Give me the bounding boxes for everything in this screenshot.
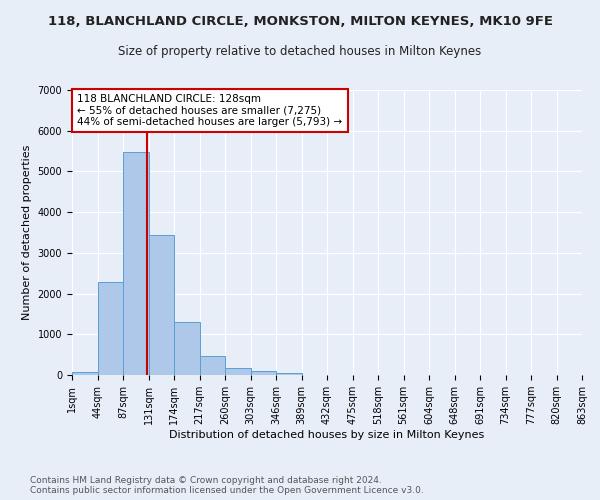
Text: 118, BLANCHLAND CIRCLE, MONKSTON, MILTON KEYNES, MK10 9FE: 118, BLANCHLAND CIRCLE, MONKSTON, MILTON… <box>47 15 553 28</box>
Bar <box>72 372 97 375</box>
Bar <box>199 356 225 375</box>
Y-axis label: Number of detached properties: Number of detached properties <box>22 145 32 320</box>
Bar <box>97 282 123 375</box>
X-axis label: Distribution of detached houses by size in Milton Keynes: Distribution of detached houses by size … <box>169 430 485 440</box>
Bar <box>225 368 251 375</box>
Text: 118 BLANCHLAND CIRCLE: 128sqm
← 55% of detached houses are smaller (7,275)
44% o: 118 BLANCHLAND CIRCLE: 128sqm ← 55% of d… <box>77 94 343 128</box>
Bar <box>251 372 276 375</box>
Bar <box>149 235 174 375</box>
Bar <box>174 322 199 375</box>
Text: Size of property relative to detached houses in Milton Keynes: Size of property relative to detached ho… <box>118 45 482 58</box>
Text: Contains HM Land Registry data © Crown copyright and database right 2024.
Contai: Contains HM Land Registry data © Crown c… <box>30 476 424 495</box>
Bar <box>123 152 149 375</box>
Bar <box>276 372 302 375</box>
